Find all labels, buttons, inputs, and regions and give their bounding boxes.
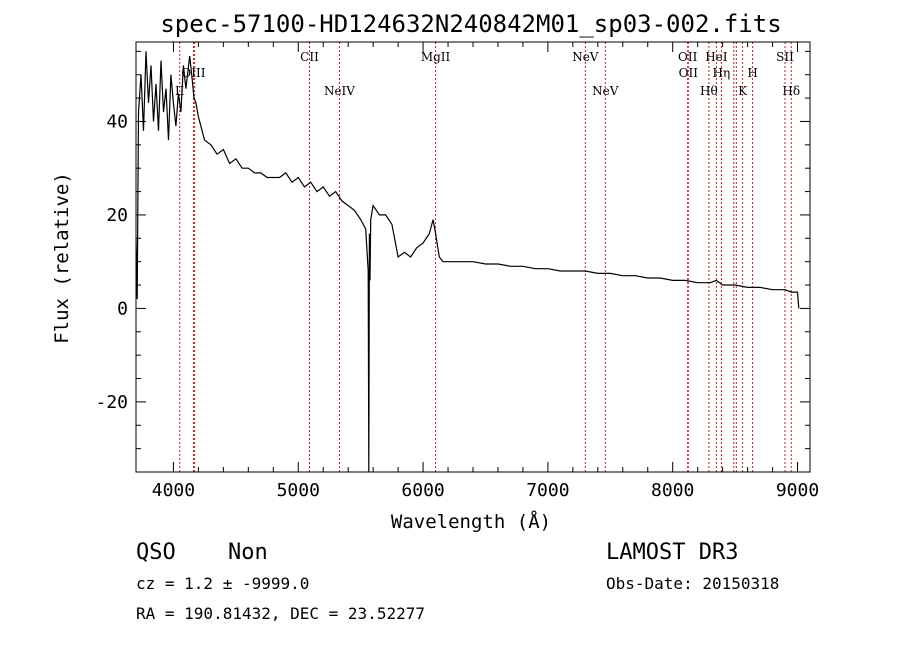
x-tick-label: 9000 bbox=[776, 480, 819, 501]
y-tick-label: 0 bbox=[117, 298, 128, 319]
line-label: II bbox=[175, 84, 185, 98]
line-label: CII bbox=[300, 50, 319, 64]
y-tick-label: 20 bbox=[106, 205, 128, 226]
line-label: HeI bbox=[705, 50, 728, 64]
x-tick-label: 5000 bbox=[277, 480, 320, 501]
y-axis-ticks: -20 0 20 40 bbox=[95, 50, 810, 450]
x-axis-label: Wavelength (Å) bbox=[391, 510, 551, 533]
spectral-line-markers bbox=[179, 42, 792, 472]
line-label: Hδ bbox=[782, 84, 800, 98]
line-label: Hθ bbox=[700, 84, 718, 98]
line-label: MgII bbox=[421, 50, 451, 64]
redshift-text: cz = 1.2 ± -9999.0 bbox=[136, 574, 309, 593]
line-label: SII bbox=[776, 50, 794, 64]
line-label: OII bbox=[679, 66, 699, 80]
object-subclass: Non bbox=[228, 540, 268, 565]
y-tick-label: 40 bbox=[106, 111, 128, 132]
chart-title: spec-57100-HD124632N240842M01_sp03-002.f… bbox=[160, 10, 781, 38]
line-label: OII bbox=[678, 50, 698, 64]
spectrum-series-line bbox=[135, 51, 800, 473]
survey-name: LAMOST DR3 bbox=[606, 540, 738, 565]
x-tick-label: 4000 bbox=[152, 480, 195, 501]
line-label: K bbox=[738, 84, 748, 98]
x-tick-label: 7000 bbox=[526, 480, 569, 501]
obs-date-text: Obs-Date: 20150318 bbox=[606, 574, 779, 593]
x-tick-label: 8000 bbox=[651, 480, 694, 501]
y-axis-label: Flux (relative) bbox=[51, 172, 73, 344]
x-tick-label: 6000 bbox=[401, 480, 444, 501]
y-tick-label: -20 bbox=[95, 392, 128, 413]
line-label: NeV bbox=[592, 84, 619, 98]
line-label: Hη bbox=[713, 66, 731, 80]
line-label: NeV bbox=[572, 50, 599, 64]
ra-dec-text: RA = 190.81432, DEC = 23.52277 bbox=[136, 604, 425, 623]
line-label: NeIV bbox=[324, 84, 355, 98]
object-class: QSO bbox=[136, 540, 176, 565]
x-axis-ticks: 4000 5000 6000 7000 8000 9000 bbox=[152, 42, 819, 501]
line-label: H bbox=[747, 66, 757, 80]
